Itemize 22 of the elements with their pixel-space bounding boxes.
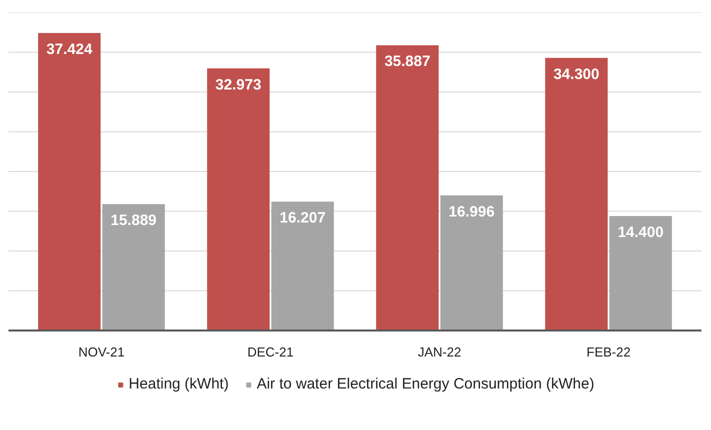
data-label: 15.889 [110,212,157,230]
bar [207,68,270,330]
data-label: 16.996 [448,203,495,220]
legend-label: Air to water Electrical Energy Consumption (kWhe) [256,376,594,392]
bar [102,204,165,330]
bar [545,58,608,330]
bar [440,195,503,330]
bar [271,202,334,330]
x-tick-label: DEC-21 [247,344,294,360]
bar [376,45,439,330]
x-tick-label: FEB-22 [586,344,631,360]
bar [609,216,672,330]
legend-label: Heating (kWht) [128,376,229,392]
data-label: 14.400 [618,224,664,242]
data-label: 16.207 [280,210,326,227]
data-label: 34.300 [553,66,600,83]
data-label: 37.424 [46,40,93,58]
x-tick-label: NOV-21 [78,344,125,360]
data-label: 32.973 [215,76,262,94]
x-tick-label: JAN-22 [418,344,462,360]
bar [38,32,101,330]
data-label: 35.887 [384,53,430,70]
